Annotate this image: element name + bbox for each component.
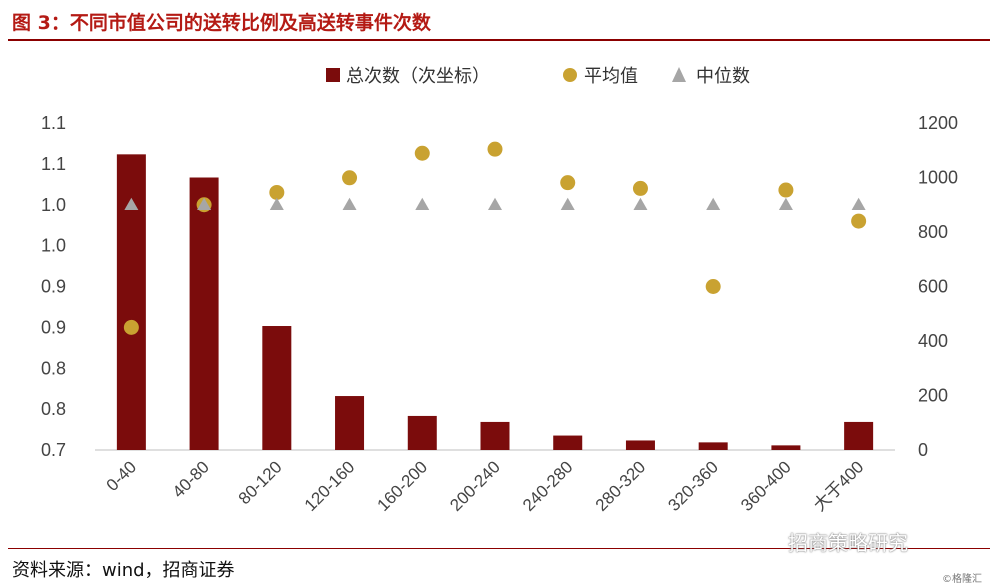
right-axis-tick-label: 1000: [918, 168, 958, 188]
right-axis-tick-label: 0: [918, 440, 928, 460]
median-point: [415, 197, 430, 210]
bar-total-count: [262, 326, 292, 450]
mean-point: [269, 184, 285, 200]
left-axis-tick-label: 0.8: [41, 358, 66, 378]
x-axis-tick-label: 240-280: [519, 457, 577, 515]
left-axis-tick-label: 1.1: [41, 113, 66, 133]
bar-total-count: [698, 442, 728, 450]
median-point: [124, 197, 139, 210]
mean-point: [851, 213, 867, 229]
x-axis-tick-label: 80-120: [235, 457, 286, 508]
x-axis-tick-label: 大于400: [810, 457, 868, 515]
median-point: [706, 197, 721, 210]
mean-point: [778, 182, 794, 198]
x-axis-tick-label: 360-400: [737, 457, 795, 515]
bar-total-count: [771, 445, 801, 450]
median-point: [488, 197, 502, 210]
legend-swatch-mean: [563, 68, 577, 82]
left-axis-tick-label: 0.9: [41, 317, 66, 337]
left-axis-tick-label: 1.0: [41, 236, 66, 256]
chart-title: 图 3：不同市值公司的送转比例及高送转事件次数: [12, 12, 431, 34]
left-axis-tick-label: 0.7: [41, 440, 66, 460]
x-axis-tick-label: 40-80: [169, 457, 213, 501]
mean-point: [632, 180, 648, 196]
mean-point: [414, 145, 430, 161]
bar-total-count: [625, 440, 655, 450]
watermark-text: 招商策略研究: [788, 531, 908, 555]
median-point: [342, 197, 357, 210]
mean-point: [487, 141, 503, 157]
chart-area: 0.7 0.8 0.8 0.9 0.9 1.0 1.0 1.1 1.1 0 200 400 600 800…: [41, 66, 958, 515]
footer-divider: [8, 548, 990, 549]
left-axis-tick-label: 1.1: [41, 154, 66, 174]
median-point: [269, 197, 284, 210]
source-note: 资料来源：wind，招商证券: [12, 560, 235, 581]
bar-total-count: [407, 415, 437, 450]
legend-label-bar: 总次数（次坐标）: [346, 66, 490, 87]
right-axis-tick-label: 600: [918, 277, 948, 297]
x-axis-tick-label: 280-320: [592, 457, 650, 515]
x-axis-tick-label: 160-200: [374, 457, 432, 515]
corner-watermark: ©格隆汇: [942, 574, 982, 585]
median-point: [560, 197, 575, 210]
median-point: [851, 197, 866, 210]
median-point: [633, 197, 648, 210]
right-axis-tick-label: 1200: [918, 113, 958, 133]
right-axis-tick-label: 800: [918, 222, 948, 242]
mean-point: [342, 170, 358, 186]
title-underline: [8, 39, 990, 41]
mean-point: [123, 319, 139, 335]
median-point: [197, 197, 212, 210]
right-axis-tick-label: 400: [918, 331, 948, 351]
x-axis-tick-label: 320-360: [664, 457, 722, 515]
legend-swatch-bar: [326, 68, 340, 82]
left-axis-tick-label: 1.0: [41, 195, 66, 215]
right-axis-tick-label: 200: [918, 386, 948, 406]
legend-swatch-median: [672, 67, 686, 82]
legend-label-median: 中位数: [696, 66, 750, 87]
mean-point: [560, 175, 576, 191]
bar-total-count: [480, 421, 510, 450]
legend-label-mean: 平均值: [584, 66, 638, 87]
x-axis-tick-label: 120-160: [301, 457, 359, 515]
bar-total-count: [189, 177, 219, 450]
bar-total-count: [335, 396, 365, 450]
bar-total-count: [844, 421, 874, 450]
bar-total-count: [553, 435, 583, 450]
left-axis-tick-label: 0.9: [41, 277, 66, 297]
left-axis-tick-label: 0.8: [41, 399, 66, 419]
mean-point: [705, 279, 721, 294]
x-axis-tick-label: 200-240: [446, 457, 504, 515]
x-axis-tick-label: 0-40: [103, 457, 140, 494]
median-point: [778, 197, 793, 210]
